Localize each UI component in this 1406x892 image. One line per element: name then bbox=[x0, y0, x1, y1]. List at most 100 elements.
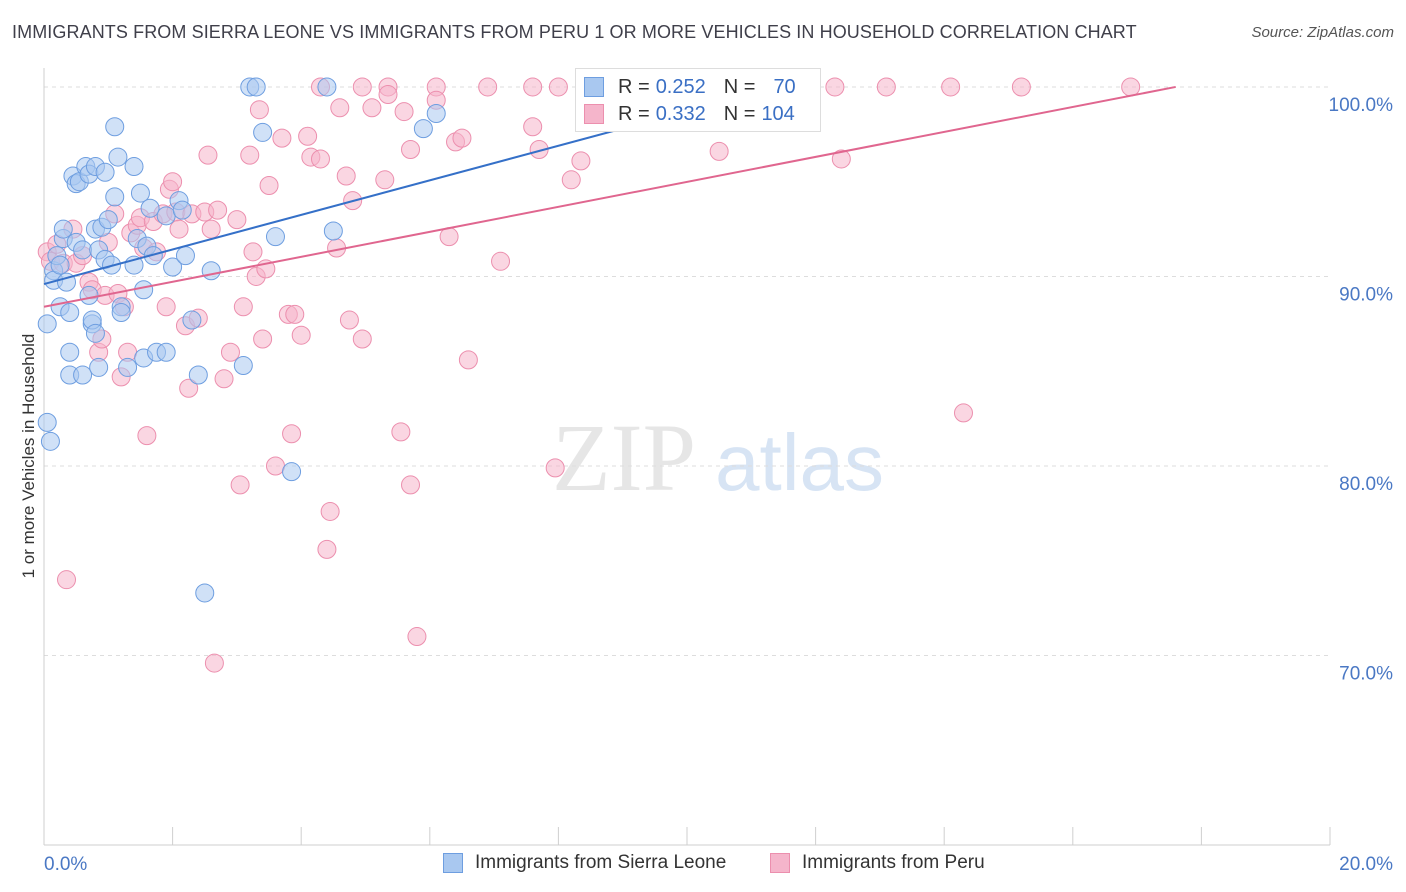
data-point bbox=[156, 206, 176, 226]
data-point bbox=[375, 170, 395, 190]
data-point bbox=[108, 147, 128, 167]
data-point bbox=[156, 342, 176, 362]
data-point bbox=[253, 329, 273, 349]
data-point bbox=[317, 77, 337, 97]
data-point bbox=[941, 77, 961, 97]
data-point bbox=[208, 200, 228, 220]
data-point bbox=[175, 246, 195, 266]
x-tick-labels: 0.0% 20.0% bbox=[44, 854, 1393, 875]
data-point bbox=[282, 462, 302, 482]
data-point bbox=[407, 627, 427, 647]
data-point bbox=[201, 261, 221, 281]
data-point bbox=[323, 221, 343, 241]
data-point bbox=[201, 219, 221, 239]
chart-title: IMMIGRANTS FROM SIERRA LEONE VS IMMIGRAN… bbox=[12, 22, 1137, 42]
data-point bbox=[523, 117, 543, 137]
data-point bbox=[240, 145, 260, 165]
data-point bbox=[571, 151, 591, 171]
data-point bbox=[298, 126, 318, 146]
data-point bbox=[394, 102, 414, 122]
data-point bbox=[179, 378, 199, 398]
data-point bbox=[285, 304, 305, 324]
data-point bbox=[426, 103, 446, 123]
watermark-zip: ZIP bbox=[552, 404, 696, 511]
data-point bbox=[79, 285, 99, 305]
data-point bbox=[230, 475, 250, 495]
data-point bbox=[98, 210, 118, 230]
legend-row-sierra-leone: R = 0.252 N = 70 bbox=[584, 73, 796, 101]
data-point bbox=[291, 325, 311, 345]
data-point bbox=[130, 183, 150, 203]
data-point bbox=[413, 119, 433, 139]
legend-swatch-pink bbox=[770, 853, 790, 873]
data-point bbox=[188, 365, 208, 385]
data-point bbox=[204, 653, 224, 673]
data-point bbox=[182, 310, 202, 330]
watermark-atlas: atlas bbox=[715, 418, 884, 507]
trend-lines bbox=[43, 85, 1176, 308]
data-point bbox=[220, 342, 240, 362]
legend-label-peru: Immigrants from Peru bbox=[802, 852, 985, 873]
data-point bbox=[401, 475, 421, 495]
data-point bbox=[362, 98, 382, 118]
data-point bbox=[50, 255, 70, 275]
trend-line-sierra-leone bbox=[43, 125, 630, 286]
data-point bbox=[953, 403, 973, 423]
legend-item-peru[interactable]: Immigrants from Peru bbox=[770, 852, 985, 874]
data-point bbox=[339, 310, 359, 330]
data-point bbox=[246, 77, 266, 97]
x-tick-label: 0.0% bbox=[44, 854, 87, 875]
data-point bbox=[352, 77, 372, 97]
data-point bbox=[825, 77, 845, 97]
data-point bbox=[89, 357, 109, 377]
legend-swatch-blue bbox=[443, 853, 463, 873]
data-point bbox=[124, 157, 144, 177]
legend-r-value: 0.252 bbox=[655, 75, 706, 98]
stats-legend: R = 0.252 N = 70 R = 0.332 N = 104 bbox=[575, 68, 821, 132]
data-point bbox=[57, 570, 77, 590]
data-point bbox=[60, 342, 80, 362]
data-point bbox=[272, 128, 292, 148]
y-tick-label: 100.0% bbox=[1329, 95, 1394, 116]
data-point bbox=[876, 77, 896, 97]
data-point bbox=[73, 240, 93, 260]
legend-label-sierra-leone: Immigrants from Sierra Leone bbox=[475, 852, 727, 873]
data-point bbox=[37, 412, 57, 432]
legend-item-sierra-leone[interactable]: Immigrants from Sierra Leone bbox=[443, 852, 726, 874]
data-point bbox=[111, 302, 131, 322]
legend-n-label: N = bbox=[723, 75, 756, 98]
legend-n-value: 104 bbox=[761, 102, 795, 125]
data-point bbox=[709, 141, 729, 161]
data-point bbox=[53, 219, 73, 239]
data-point bbox=[37, 314, 57, 334]
data-point bbox=[227, 210, 247, 230]
data-point bbox=[85, 323, 105, 343]
data-point bbox=[198, 145, 218, 165]
data-point bbox=[478, 77, 498, 97]
data-point bbox=[523, 77, 543, 97]
legend-swatch-pink bbox=[584, 104, 604, 124]
legend-n-value: 70 bbox=[773, 75, 796, 98]
data-point bbox=[249, 100, 269, 120]
data-point bbox=[545, 458, 565, 478]
data-point bbox=[243, 242, 263, 262]
data-point bbox=[105, 187, 125, 207]
source-label: Source: ZipAtlas.com bbox=[1251, 24, 1394, 41]
x-ticks bbox=[172, 827, 1331, 845]
data-point bbox=[163, 172, 183, 192]
legend-r-value: 0.332 bbox=[655, 102, 706, 125]
data-point bbox=[831, 149, 851, 169]
x-tick-label: 20.0% bbox=[1339, 854, 1393, 875]
data-point bbox=[214, 369, 234, 389]
data-point bbox=[352, 329, 372, 349]
data-point bbox=[378, 85, 398, 105]
y-axis-title: 1 or more Vehicles in Household bbox=[19, 334, 38, 579]
data-point bbox=[73, 365, 93, 385]
data-point bbox=[452, 128, 472, 148]
data-point bbox=[169, 219, 189, 239]
data-point bbox=[282, 424, 302, 444]
data-point bbox=[105, 117, 125, 137]
data-point bbox=[156, 297, 176, 317]
data-point bbox=[330, 98, 350, 118]
legend-r-label: R = bbox=[618, 102, 650, 125]
